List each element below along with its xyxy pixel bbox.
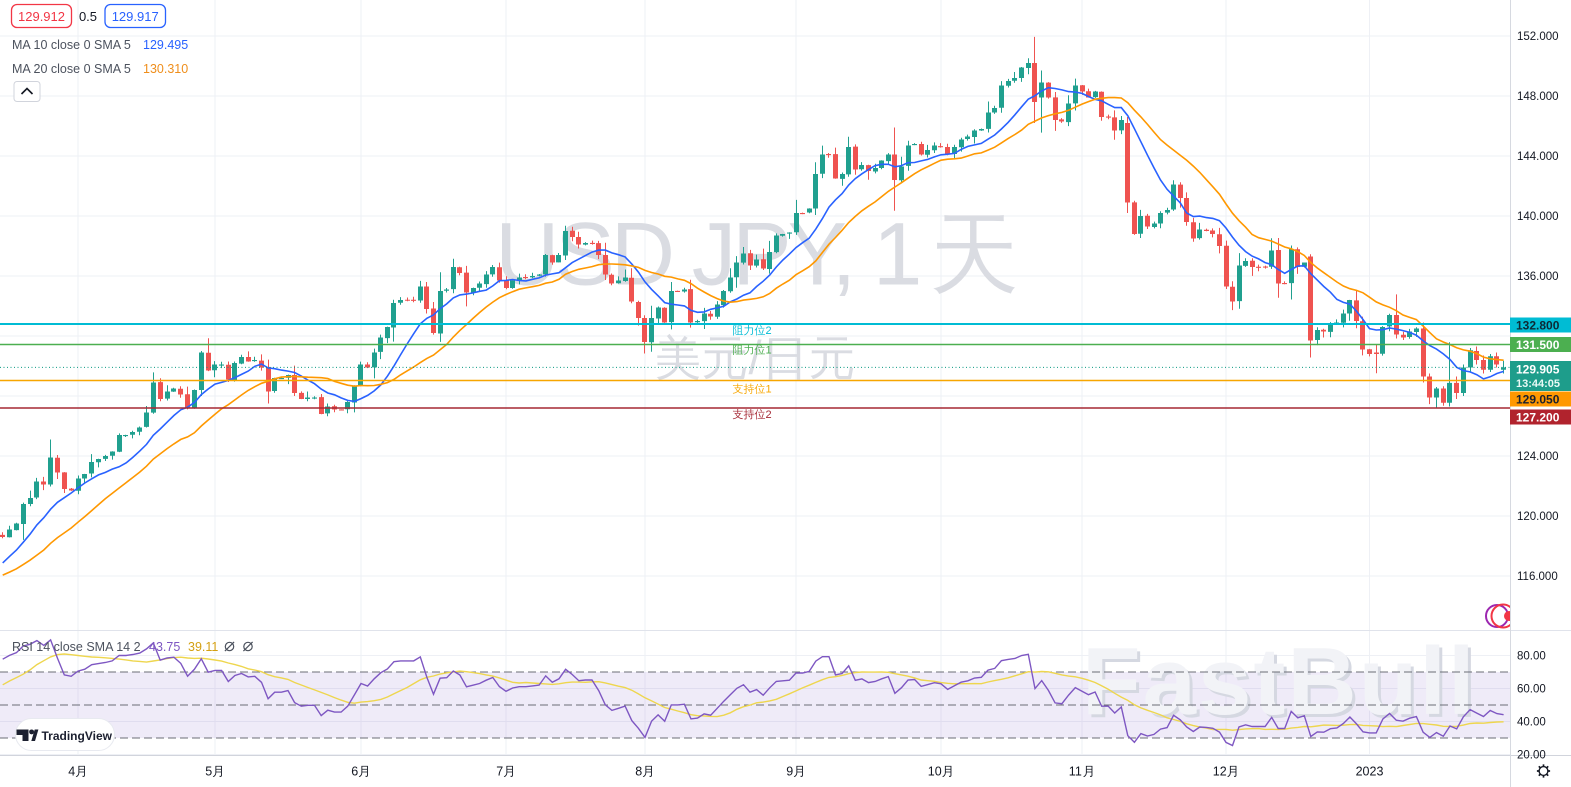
svg-text:0.5: 0.5 xyxy=(79,9,97,24)
svg-text:/: / xyxy=(749,331,763,384)
svg-text:131.500: 131.500 xyxy=(1516,338,1560,352)
svg-text:144.000: 144.000 xyxy=(1517,151,1559,163)
svg-text:12: 12 xyxy=(1213,765,1227,779)
svg-text:4: 4 xyxy=(68,765,75,779)
svg-text:FastBull: FastBull xyxy=(1082,628,1477,735)
svg-text:6: 6 xyxy=(351,765,358,779)
svg-text:5: 5 xyxy=(205,765,212,779)
svg-text:136.000: 136.000 xyxy=(1517,271,1559,283)
svg-text:124.000: 124.000 xyxy=(1517,451,1559,463)
svg-text:116.000: 116.000 xyxy=(1517,571,1558,583)
svg-text:152.000: 152.000 xyxy=(1517,31,1559,43)
svg-text:129.495: 129.495 xyxy=(143,38,188,52)
svg-text:39.11: 39.11 xyxy=(188,640,218,654)
svg-text:129.912: 129.912 xyxy=(18,9,65,24)
svg-text:FastBull: FastBull xyxy=(1085,631,1480,738)
svg-text:140.000: 140.000 xyxy=(1517,211,1559,223)
svg-text:40.00: 40.00 xyxy=(1517,717,1546,729)
svg-text:80.00: 80.00 xyxy=(1517,651,1546,663)
svg-text:7: 7 xyxy=(496,765,503,779)
svg-text:148.000: 148.000 xyxy=(1517,91,1559,103)
svg-text:13:44:05: 13:44:05 xyxy=(1516,378,1560,390)
svg-text:2023: 2023 xyxy=(1356,765,1384,779)
svg-text:1: 1 xyxy=(766,345,772,357)
svg-text:8: 8 xyxy=(635,765,642,779)
svg-text:MA 10 close 0 SMA 5: MA 10 close 0 SMA 5 xyxy=(12,38,131,52)
svg-text:9: 9 xyxy=(786,765,793,779)
svg-text:11: 11 xyxy=(1069,765,1082,779)
svg-text:1: 1 xyxy=(766,384,772,396)
svg-text:130.310: 130.310 xyxy=(143,62,188,76)
svg-text:120.000: 120.000 xyxy=(1517,511,1559,523)
svg-text:RSI 14 close SMA 14 2: RSI 14 close SMA 14 2 xyxy=(12,640,141,654)
svg-text:MA 20 close 0 SMA 5: MA 20 close 0 SMA 5 xyxy=(12,62,131,76)
svg-text:TradingView: TradingView xyxy=(42,729,113,743)
svg-text:2: 2 xyxy=(766,409,772,421)
svg-text:132.800: 132.800 xyxy=(1516,319,1560,333)
svg-text:10: 10 xyxy=(928,765,942,779)
svg-text:2: 2 xyxy=(766,325,772,337)
svg-text:20.00: 20.00 xyxy=(1517,750,1546,762)
svg-text:129.905: 129.905 xyxy=(1516,363,1560,377)
svg-text:43.75: 43.75 xyxy=(149,640,180,654)
svg-text:129.917: 129.917 xyxy=(112,9,159,24)
svg-text:129.050: 129.050 xyxy=(1516,393,1560,407)
svg-text:127.200: 127.200 xyxy=(1516,411,1560,425)
svg-text:60.00: 60.00 xyxy=(1517,684,1546,696)
